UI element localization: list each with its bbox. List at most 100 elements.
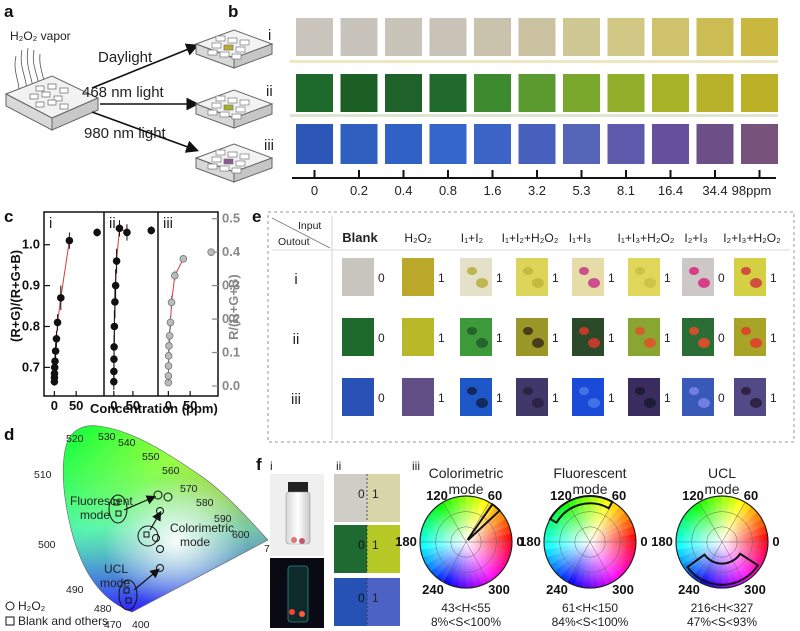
f-strip-left-2 <box>334 578 367 626</box>
e-cell-spot <box>523 387 533 395</box>
swatch-i-5 <box>518 18 556 56</box>
e-cell-spot <box>532 338 544 348</box>
c-ytick-left-label: 0.9 <box>22 278 40 293</box>
c-ytick-right-label: 0.0 <box>222 378 240 393</box>
wheel-spoke <box>566 502 614 582</box>
e-col-header-7: I₂+I₃+H₂O₂ <box>723 231 781 245</box>
angle-tick-label: 0 <box>516 534 523 549</box>
e-cell-spot <box>698 398 710 408</box>
c-ytick-left-label: 1.0 <box>22 237 40 252</box>
vial-cap-icon <box>288 482 308 492</box>
panel-label-b: b <box>228 2 238 21</box>
e-cell-spot <box>476 398 488 408</box>
c-point-ii-5 <box>111 298 119 306</box>
wheel-spoke <box>442 502 490 582</box>
e-col-header-3: I₁+I₂+H₂O₂ <box>502 231 559 245</box>
e-output-ii-1: 1 <box>438 331 445 345</box>
e-cell-spot <box>644 398 656 408</box>
angle-tick-label: 120 <box>682 488 704 503</box>
fluorescent-mode-word: Fluorescent <box>70 494 133 508</box>
axis-tick-label: 0 <box>311 183 318 198</box>
e-row-label-ii: ii <box>293 331 300 348</box>
e-output-i-7: 1 <box>770 271 777 285</box>
wl-510: 510 <box>34 469 52 481</box>
e-header-diagonal <box>271 217 331 249</box>
e-cell-iii-4 <box>572 378 604 416</box>
e-cell-ii-2 <box>460 318 492 356</box>
swatch-i-1 <box>340 18 378 56</box>
ucl-mode-label: UCL mode <box>100 562 131 590</box>
wheel-title-suffix-1: mode <box>572 481 607 497</box>
angle-tick-label: 60 <box>612 488 626 503</box>
axis-tick-label: 98ppm <box>732 183 772 198</box>
daylight-label: Daylight <box>98 49 153 66</box>
e-output-iii-3: 1 <box>552 391 559 405</box>
e-output-iii-0: 0 <box>378 391 385 405</box>
legend-h2o2: H₂O₂ <box>18 599 46 613</box>
angle-tick-label: 240 <box>546 582 568 597</box>
e-cell-spot <box>689 327 699 335</box>
e-cell-ii-6 <box>682 318 714 356</box>
e-cell-iii-6 <box>682 378 714 416</box>
e-cell-iii-3 <box>516 378 548 416</box>
e-cell-spot <box>644 278 656 288</box>
swatch-iii-9 <box>696 124 734 164</box>
wl-490: 490 <box>66 584 84 596</box>
axis-tick-label: 0.8 <box>439 183 457 198</box>
e-output-iii-2: 1 <box>496 391 503 405</box>
c-point-ii-6 <box>111 281 120 290</box>
c-subpanel-label-i: i <box>49 215 52 232</box>
c-subpanel-label-ii: ii <box>109 215 116 232</box>
e-cell-ii-3 <box>516 318 548 356</box>
swatch-iii-0 <box>296 124 333 164</box>
axis-tick-label: 5.3 <box>572 183 590 198</box>
cie-gamut <box>62 425 269 613</box>
f-test-strips: 0 10 10 1 <box>334 474 400 626</box>
panel-e: e Input Outout Blank H₂O₂ I₁+I₂ I₁+I₂+H₂O₂ I… <box>252 207 795 443</box>
e-col-header-6: I₂+I₃ <box>684 231 707 245</box>
e-cell-spot <box>476 338 488 348</box>
swatch-iii-2 <box>385 124 422 164</box>
sensor-chip-daylight <box>194 29 274 69</box>
e-cell-spot <box>467 327 477 335</box>
c-xlabel: Concentration (ppm) <box>90 401 218 416</box>
swatch-ii-3 <box>429 74 467 112</box>
sensor-chip-source <box>4 75 100 131</box>
c-xtick-label: 50 <box>183 398 197 413</box>
swatch-i-2 <box>385 18 422 56</box>
wheel-title-1: Fluorescent <box>553 465 626 481</box>
e-cell-spot <box>750 278 762 288</box>
swatch-ii-7 <box>607 74 645 112</box>
c-xtick-label: 0 <box>51 398 58 413</box>
e-cell-i-1 <box>402 258 434 296</box>
f-strip-right-0 <box>367 474 400 522</box>
f-strip-zero-2: 0 <box>358 591 365 605</box>
e-cell-spot <box>588 338 600 348</box>
swatch-iii-6 <box>563 124 600 164</box>
e-cell-spot <box>698 278 710 288</box>
colorimetric-mode-label: Colorimetric mode <box>170 521 237 549</box>
swatch-ii-5 <box>518 74 556 112</box>
f-strip-right-2 <box>367 578 400 626</box>
row-separator <box>290 114 778 117</box>
row-label-b-ii: ii <box>266 83 273 100</box>
f-strip-one-2: 1 <box>372 591 379 605</box>
swatch-ii-2 <box>385 74 422 112</box>
e-cell-i-3 <box>516 258 548 296</box>
angle-tick-label: 60 <box>488 488 502 503</box>
f-strip-right-1 <box>367 525 400 573</box>
panel-d: d 520 530 540 550 560 570 580 590 600 70… <box>4 425 282 631</box>
swatch-i-0 <box>296 18 333 56</box>
hs-range-region <box>685 552 760 586</box>
c-xtick-label: 50 <box>126 398 140 413</box>
wheel-h-range-0: 43<H<55 <box>441 601 491 615</box>
e-output-i-3: 1 <box>552 271 559 285</box>
c-plot-frame <box>43 211 219 397</box>
vial-icon <box>285 491 311 545</box>
wheel-h-range-2: 216<H<327 <box>691 601 754 615</box>
e-col-header-5: I₁+I₃+H₂O₂ <box>618 231 675 245</box>
e-output-ii-0: 0 <box>378 331 385 345</box>
